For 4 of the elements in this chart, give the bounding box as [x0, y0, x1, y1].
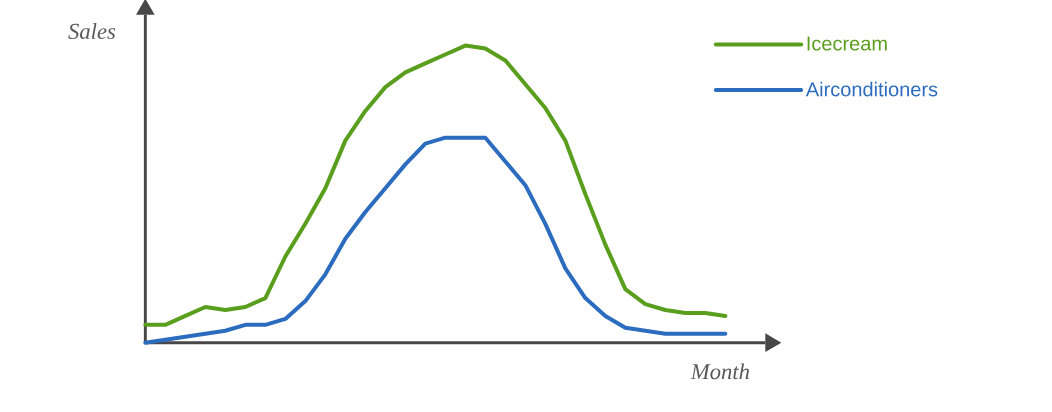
x-axis-title: Month — [690, 363, 750, 380]
legend-label: Icecream — [807, 36, 887, 51]
y-axis-title: Sales — [68, 23, 116, 40]
legend-label: Airconditioners — [805, 81, 938, 97]
